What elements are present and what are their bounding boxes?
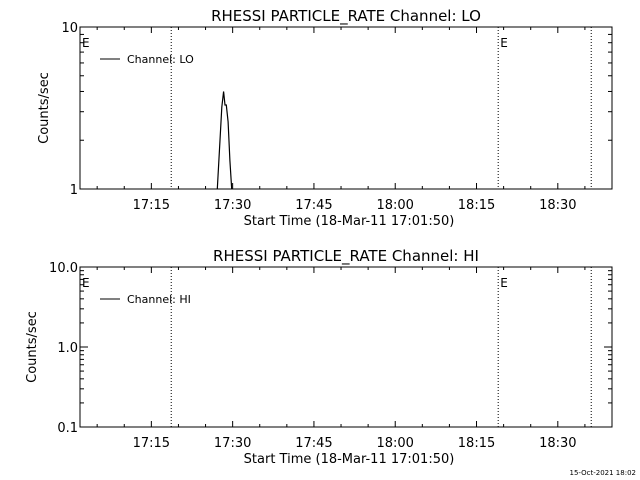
panel1-x-tick-label: 17:45 <box>295 198 332 213</box>
panel2-event-marker: E <box>82 276 90 290</box>
panel1-y-tick-label: 1 <box>70 183 78 198</box>
panel2-y-tick-label: 0.1 <box>57 421 78 436</box>
panel1-series-line-1 <box>216 91 233 190</box>
panel1-x-tick-label: 18:00 <box>376 198 413 213</box>
panel2-x-tick-label: 17:30 <box>214 436 251 451</box>
panel2-x-tick-label: 18:15 <box>458 436 495 451</box>
panel2-x-tick-label: 17:15 <box>133 436 170 451</box>
panel1-legend-label: Channel: LO <box>127 53 194 66</box>
panel2-chart: RHESSI PARTICLE_RATE Channel: HI Start Ti… <box>25 247 613 467</box>
panel1-event-marker: E <box>82 36 90 50</box>
panel1-x-tick-label: 18:15 <box>458 198 495 213</box>
panel1-chart: RHESSI PARTICLE_RATE Channel: LO Start Ti… <box>37 7 613 229</box>
panel2-y-tick-label: 10.0 <box>49 261 78 276</box>
panel2-x-tick-label: 17:45 <box>295 436 332 451</box>
panel2-x-axis-label: Start Time (18-Mar-11 17:01:50) <box>244 452 455 467</box>
panel1-event-marker: E <box>500 36 508 50</box>
panel2-x-tick-label: 18:00 <box>376 436 413 451</box>
panel1-x-tick-label: 18:30 <box>539 198 576 213</box>
panel2-event-marker: E <box>500 276 508 290</box>
panel1-y-tick-label: 10 <box>61 21 78 36</box>
panel2-x-tick-label: 18:30 <box>539 436 576 451</box>
panel1-x-tick-label: 17:15 <box>133 198 170 213</box>
panel1-title: RHESSI PARTICLE_RATE Channel: LO <box>211 7 481 26</box>
panel1-plot-frame <box>79 26 613 190</box>
panel1-x-tick-label: 17:30 <box>214 198 251 213</box>
panel1-y-axis-label: Counts/sec <box>37 72 52 144</box>
panel2-legend-label: Channel: HI <box>127 293 191 306</box>
panel2-y-axis-label: Counts/sec <box>25 311 40 383</box>
panel1-x-axis-label: Start Time (18-Mar-11 17:01:50) <box>244 214 455 229</box>
panel2-y-tick-label: 1.0 <box>57 341 78 356</box>
panel2-plot-frame <box>79 266 613 428</box>
panel2-title: RHESSI PARTICLE_RATE Channel: HI <box>213 247 479 266</box>
footer-timestamp: 15-Oct-2021 18:02 <box>570 469 636 477</box>
